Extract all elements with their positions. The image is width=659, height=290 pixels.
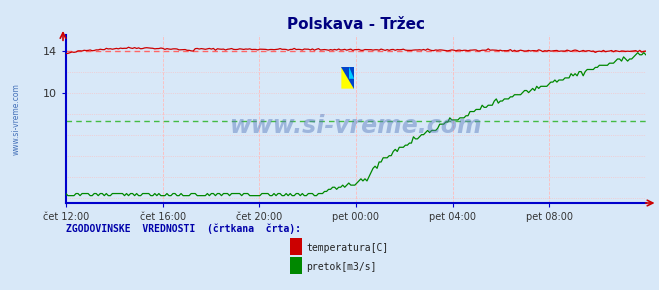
Text: www.si-vreme.com: www.si-vreme.com <box>229 114 482 138</box>
Text: ZGODOVINSKE  VREDNOSTI  (črtkana  črta):: ZGODOVINSKE VREDNOSTI (črtkana črta): <box>66 224 301 234</box>
Polygon shape <box>349 67 354 79</box>
Text: temperatura[C]: temperatura[C] <box>306 243 389 253</box>
Title: Polskava - Tržec: Polskava - Tržec <box>287 17 425 32</box>
Polygon shape <box>341 67 354 89</box>
Text: www.si-vreme.com: www.si-vreme.com <box>12 83 21 155</box>
Text: pretok[m3/s]: pretok[m3/s] <box>306 262 377 272</box>
Polygon shape <box>341 67 354 89</box>
